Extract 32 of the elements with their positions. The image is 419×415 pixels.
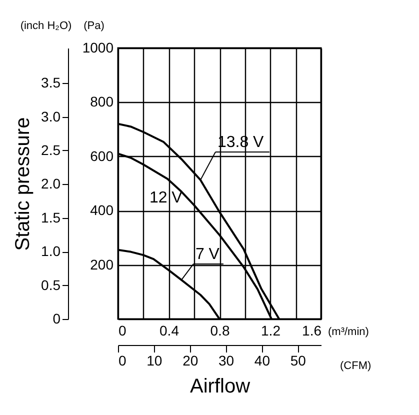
y-tick-label: 1.5 (41, 209, 61, 226)
y2-tick-label: 200 (90, 256, 114, 272)
x-tick-label: 1.2 (261, 322, 281, 338)
y-axis-title: Static pressure (12, 117, 34, 251)
text: (CFM) (340, 360, 372, 372)
text: (m³/min) (328, 326, 369, 338)
y-tick-label: 3.5 (41, 74, 61, 91)
y-tick-label: 0 (52, 310, 61, 326)
x-axis-title: Airflow (190, 376, 251, 398)
y2-tick-label: 600 (90, 148, 114, 164)
x-tick-label: 0 (118, 322, 126, 338)
series-label: 7 V (195, 246, 220, 263)
y2-tick-label: 800 (90, 94, 114, 110)
x2-tick-label: 40 (254, 352, 270, 368)
y2-tick-label: 400 (90, 202, 114, 218)
y-tick-label: 3.0 (41, 108, 61, 124)
series-label: 12 V (149, 190, 183, 207)
x-tick-label: 0.8 (210, 322, 230, 338)
y2-tick-label: 1000 (82, 40, 114, 56)
x2-tick-label: 0 (118, 352, 126, 368)
x-tick-label: 0.4 (160, 322, 180, 338)
text: (Pa) (84, 20, 104, 32)
x2-tick-label: 20 (182, 352, 198, 368)
y-tick-label: 1.0 (41, 243, 61, 260)
x2-tick-label: 30 (218, 352, 234, 368)
y-tick-label: 0.5 (41, 276, 61, 293)
y-tick-label: 2.5 (41, 142, 61, 158)
text: (inch H₂O) (20, 20, 72, 32)
y-tick-label: 2.0 (41, 176, 61, 192)
x2-tick-label: 10 (146, 352, 162, 368)
x-tick-label: 1.6 (302, 322, 322, 338)
x2-tick-label: 50 (290, 352, 306, 368)
